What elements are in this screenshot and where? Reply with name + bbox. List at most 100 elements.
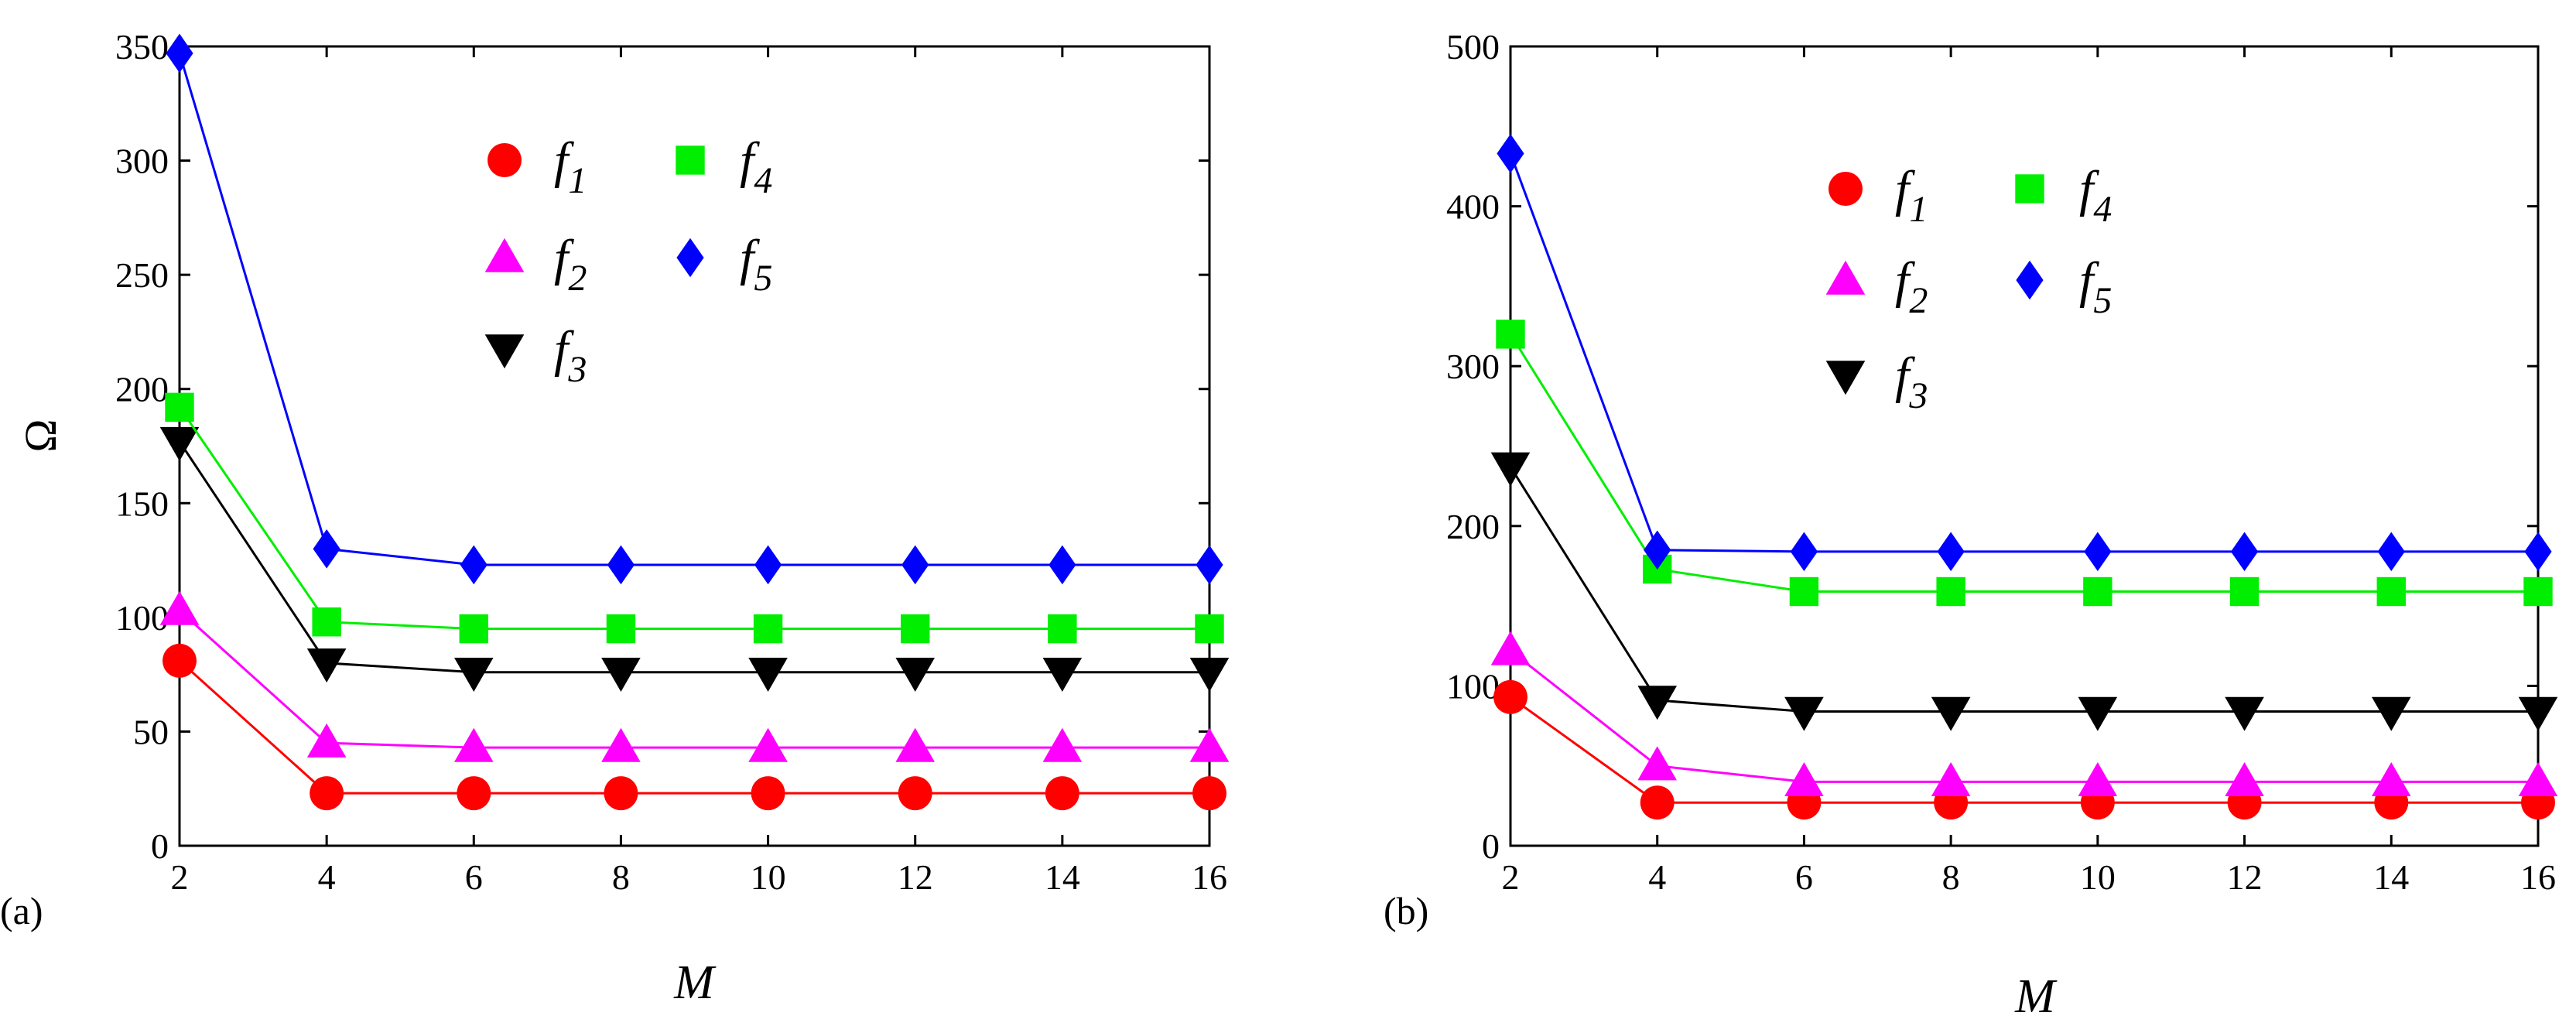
data-point-f4: [1936, 576, 1965, 607]
legend-label-f1: f1: [554, 132, 587, 201]
x-tick-label: 8: [612, 857, 630, 897]
data-point-f2: [159, 590, 200, 625]
data-point-f4: [459, 614, 488, 644]
data-point-f3: [1189, 657, 1230, 692]
legend-marker-f1: [1829, 172, 1863, 206]
data-point-f5: [166, 33, 193, 74]
x-tick-label: 4: [1648, 857, 1666, 897]
data-point-f3: [2518, 696, 2558, 731]
legend-marker-f5: [2016, 260, 2044, 300]
x-tick-label: 2: [171, 857, 189, 897]
x-tick-label: 16: [1192, 857, 1227, 897]
y-tick-label: 150: [115, 484, 169, 523]
data-point-f2: [1637, 746, 1678, 781]
series-line-f3: [1509, 466, 2538, 713]
data-point-f5: [1497, 134, 1524, 173]
series-f1: [1493, 679, 2555, 820]
series-f4: [165, 392, 1224, 644]
legend-label-f5: f5: [740, 230, 772, 299]
series-line-f4: [178, 406, 1209, 631]
data-point-f4: [2083, 576, 2112, 607]
data-point-f3: [895, 657, 936, 692]
data-point-f4: [1496, 320, 1525, 349]
data-point-f3: [2371, 696, 2411, 731]
legend-label-subscript: 4: [2093, 189, 2112, 230]
y-tick-label: 200: [115, 370, 169, 409]
data-point-f3: [748, 657, 788, 692]
series-line-f5: [1509, 152, 2538, 553]
data-point-f3: [159, 426, 200, 461]
series-line-f2: [178, 609, 1209, 749]
data-point-f1: [457, 776, 491, 811]
y-tick-label: 0: [1482, 826, 1500, 866]
series-f5: [166, 33, 1223, 585]
series-line-f1: [1510, 696, 2538, 804]
legend-marker-f1: [487, 143, 522, 177]
y-tick-label: 400: [1446, 187, 1500, 227]
y-tick-label: 0: [151, 826, 169, 866]
legend-marker-f3: [1825, 361, 1866, 395]
data-point-f2: [453, 727, 494, 762]
x-axis-label: M: [673, 956, 717, 1009]
legend: f1 f2 f3 f4 f5: [1825, 161, 2112, 416]
data-point-f4: [1195, 614, 1224, 644]
legend-label-subscript: 2: [1909, 280, 1928, 321]
data-point-f4: [1048, 614, 1077, 644]
data-point-f5: [901, 545, 929, 585]
data-point-f3: [1042, 657, 1083, 692]
legend-marker-f4: [676, 145, 705, 175]
data-point-f2: [2518, 762, 2558, 797]
x-axis-label: M: [2014, 970, 2058, 1023]
x-tick-label: 6: [465, 857, 483, 897]
legend-label-f3: f3: [1895, 347, 1928, 416]
data-point-f1: [1640, 785, 1675, 820]
legend-label-subscript: 3: [567, 349, 587, 390]
data-point-f2: [601, 727, 641, 762]
x-tick-label: 12: [2227, 857, 2263, 897]
x-tick-label: 6: [1795, 857, 1813, 897]
data-point-f2: [306, 723, 347, 758]
legend-label-subscript: 1: [1909, 189, 1928, 230]
data-point-f4: [753, 614, 783, 644]
legend-label-f2: f2: [1895, 252, 1928, 321]
legend-label-subscript: 3: [1908, 375, 1928, 416]
data-point-f4: [312, 607, 341, 637]
legend-label-f5: f5: [2079, 252, 2112, 321]
legend-label-subscript: 4: [754, 160, 772, 201]
data-point-f5: [2377, 532, 2405, 572]
data-point-f2: [1784, 762, 1824, 797]
data-point-f1: [898, 776, 932, 811]
data-point-f3: [1490, 452, 1531, 487]
x-tick-label: 2: [1502, 857, 1520, 897]
x-tick-label: 14: [2373, 857, 2409, 897]
y-tick-label: 300: [1446, 347, 1500, 386]
data-point-f4: [1789, 576, 1819, 607]
series-f5: [1497, 134, 2552, 572]
series-line-f1: [178, 659, 1209, 795]
data-point-f5: [2524, 532, 2552, 572]
data-point-f4: [165, 392, 194, 422]
legend-label-subscript: 1: [568, 160, 587, 201]
data-point-f2: [1490, 631, 1531, 665]
data-point-f1: [604, 776, 638, 811]
legend-marker-f2: [1825, 260, 1866, 295]
series-line-f5: [178, 53, 1209, 566]
data-point-f1: [1493, 679, 1527, 714]
series-line-f4: [1509, 334, 2538, 593]
data-point-f3: [1931, 696, 1971, 731]
legend-label-subscript: 5: [754, 258, 772, 299]
data-point-f4: [901, 614, 930, 644]
data-point-f5: [607, 545, 635, 585]
legend-label-f4: f4: [740, 132, 772, 201]
data-point-f3: [2225, 696, 2264, 731]
y-tick-label: 500: [1446, 27, 1500, 67]
data-point-f2: [1931, 762, 1971, 797]
data-point-f2: [2371, 762, 2411, 797]
x-tick-label: 4: [318, 857, 336, 897]
y-axis-label: Ω: [15, 419, 66, 452]
legend-label-f1: f1: [1895, 161, 1928, 230]
data-point-f1: [162, 643, 197, 678]
series-f3: [1490, 452, 2558, 731]
data-point-f5: [2230, 532, 2259, 572]
